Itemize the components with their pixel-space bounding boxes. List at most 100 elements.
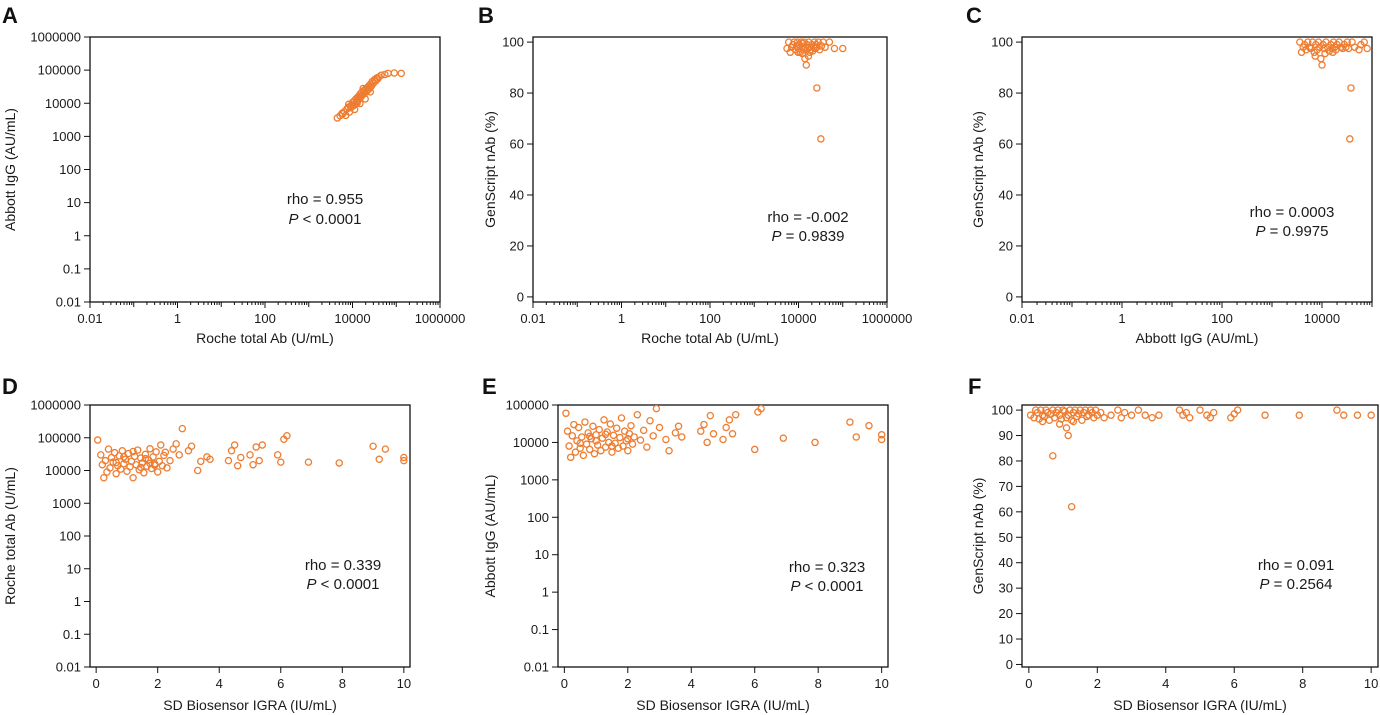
data-point	[1360, 38, 1369, 46]
y-tick-label: 10000	[45, 96, 81, 111]
p-value-text: = 0.2564	[1270, 576, 1333, 593]
x-axis-label: Abbott IgG (AU/mL)	[1136, 330, 1259, 346]
y-tick-label: 60	[999, 137, 1013, 152]
data-point	[161, 448, 170, 457]
y-tick-label: 0	[517, 289, 524, 304]
data-point	[152, 448, 160, 456]
data-point	[595, 425, 604, 434]
data-point	[356, 99, 364, 108]
data-point	[377, 71, 385, 80]
data-point	[1120, 408, 1129, 417]
data-point	[129, 474, 137, 482]
data-point	[1069, 417, 1078, 426]
panel-letter: A	[2, 3, 18, 28]
p-value-annotation: P < 0.0001	[289, 211, 362, 228]
p-value-annotation: P < 0.0001	[307, 576, 380, 593]
data-point	[1346, 135, 1354, 143]
data-point	[1078, 416, 1086, 425]
data-point	[581, 418, 589, 426]
x-tick-label: 1	[174, 311, 181, 326]
data-point	[584, 429, 592, 437]
x-tick-label: 10	[874, 676, 888, 691]
data-point	[146, 445, 154, 453]
data-point	[571, 448, 580, 456]
y-tick-label: 10	[535, 547, 549, 562]
y-tick-label: 20	[999, 238, 1013, 253]
data-point	[1196, 406, 1204, 414]
data-point	[852, 433, 861, 441]
data-point	[366, 88, 375, 96]
x-tick-label: 6	[1231, 676, 1238, 691]
data-point	[633, 410, 642, 419]
data-point	[277, 458, 285, 466]
data-point	[112, 469, 120, 478]
data-point	[120, 453, 128, 461]
data-point	[163, 464, 171, 472]
data-point	[1030, 413, 1038, 422]
p-symbol: P	[307, 576, 317, 593]
panel-e: E rho = 0.323 P < 0.0001 0 2 4 6 8 10 0.01 0.1 1…	[482, 374, 889, 713]
data-point	[566, 453, 575, 462]
y-tick-label: 60	[999, 504, 1013, 519]
x-tick-label: 1000000	[862, 311, 913, 326]
data-point	[593, 441, 602, 449]
y-tick-label: 1	[74, 228, 81, 243]
data-point	[361, 95, 369, 103]
data-point	[579, 451, 588, 460]
data-point	[627, 421, 635, 430]
data-point	[1333, 406, 1341, 414]
p-symbol: P	[1256, 223, 1266, 240]
y-axis-label: GenScript nAb (%)	[482, 111, 498, 228]
data-point	[877, 431, 886, 439]
data-point	[246, 451, 254, 459]
data-point	[568, 432, 577, 440]
y-tick-label: 1	[74, 594, 81, 609]
x-tick-label: 1000000	[415, 311, 466, 326]
data-point	[1107, 411, 1115, 419]
data-point	[339, 110, 347, 118]
data-point	[129, 447, 137, 456]
data-point	[722, 423, 730, 432]
data-point	[839, 44, 847, 53]
x-tick-label: 6	[751, 676, 758, 691]
rho-annotation: rho = 0.339	[305, 557, 381, 574]
y-tick-label: 90	[999, 428, 1013, 443]
y-tick-label: 0.01	[56, 660, 81, 675]
data-point	[150, 461, 159, 469]
p-value-annotation: P = 0.9839	[772, 228, 845, 245]
data-point	[1353, 411, 1362, 419]
p-symbol: P	[1260, 576, 1270, 593]
data-point	[101, 456, 110, 465]
panel-d: D rho = 0.339 P < 0.0001 0 2 4 6 8 10 0.01 0.1 1…	[2, 374, 411, 713]
x-tick-label: 0.01	[1009, 311, 1034, 326]
data-point	[335, 459, 343, 467]
data-point	[1304, 38, 1312, 46]
data-point	[1062, 424, 1071, 432]
data-point	[643, 443, 651, 451]
data-point	[590, 449, 599, 458]
panel-letter: F	[968, 374, 981, 399]
data-point	[137, 463, 145, 472]
data-point	[802, 61, 811, 69]
data-point	[1074, 410, 1083, 418]
data-point	[1141, 411, 1149, 419]
data-point	[230, 441, 239, 449]
data-point	[369, 442, 377, 451]
data-point	[1233, 406, 1242, 414]
plot-frame	[1021, 404, 1379, 668]
data-point	[93, 436, 102, 444]
y-tick-label: 40	[510, 187, 524, 202]
y-tick-label: 60	[510, 137, 524, 152]
y-axis-label: Abbott IgG (AU/mL)	[482, 475, 498, 598]
p-value-text: < 0.0001	[317, 576, 380, 593]
panel-letter: D	[2, 374, 18, 399]
data-point	[1206, 413, 1215, 422]
data-point	[636, 436, 645, 444]
data-point	[1049, 452, 1057, 460]
panel-c: C rho = 0.0003 P = 0.9975 0.01 1 100 10000 0…	[966, 3, 1373, 346]
x-tick-label: 6	[277, 676, 284, 691]
data-point	[146, 459, 154, 468]
data-point	[865, 421, 873, 430]
rho-annotation: rho = 0.955	[287, 191, 363, 208]
panel-a: A rho = 0.955 P < 0.0001 0.01 1 100 10000 10…	[2, 3, 465, 346]
